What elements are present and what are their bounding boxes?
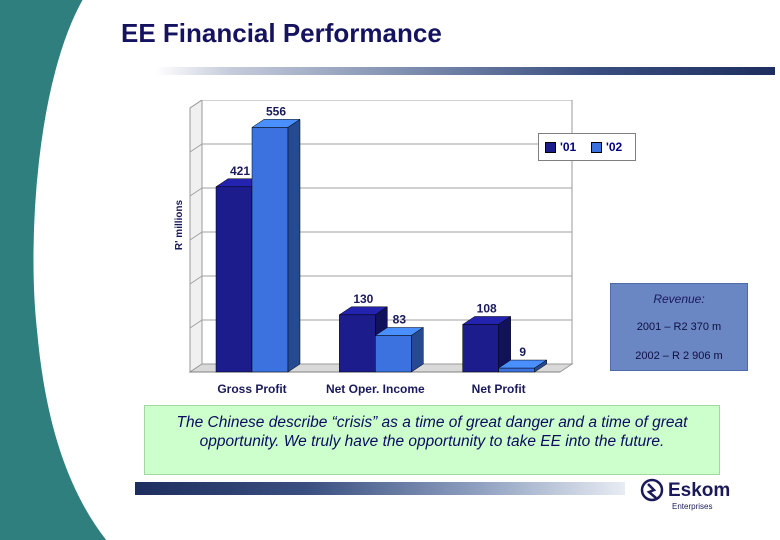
legend-label-01: '01 [560,140,577,154]
revenue-heading: Revenue: [653,292,705,306]
bar-1-2 [462,324,499,373]
bar-2-1 [375,335,412,373]
slide-title: EE Financial Performance [121,18,442,48]
legend-item-02: '02 [591,140,622,154]
legend-swatch-01 [545,141,556,153]
bar-side-2-1 [411,327,424,373]
gridline-side [189,100,203,109]
title-underline-bar [155,67,775,75]
quote-box: The Chinese describe “crisis” as a time … [144,405,720,475]
gridline-side [189,187,203,197]
data-label-2-0: 556 [266,104,286,118]
gridline-side [189,143,203,153]
quote-text: The Chinese describe “crisis” as a time … [176,414,688,450]
y-axis-label: R' millions [174,199,185,250]
gridline-side [189,231,203,241]
footer-gradient-bar [135,482,625,495]
logo-wordmark: Eskom [668,480,730,501]
legend-item-01: '01 [545,140,576,154]
x-tick-label-1: Net Oper. Income [326,382,425,396]
gridline-side [189,275,203,285]
bar-chart: R' millions 421 556 Gross Profit 130 83 Net Op… [160,100,600,400]
bar-side-2-0 [287,118,301,373]
data-label-1-0: 421 [230,164,250,178]
eskom-logo-icon: Eskom Enterprises [640,478,730,511]
x-tick-label-0: Gross Profit [217,382,286,396]
bar-2-0 [251,127,289,373]
bar-chart-svg: R' millions 421 556 Gross Profit 130 83 Net Op… [174,100,574,396]
bar-2-2 [498,367,535,373]
legend-swatch-02 [591,141,602,153]
revenue-2001: 2001 – R2 370 m [636,321,722,333]
data-label-1-2: 108 [477,301,497,315]
x-tick-label-2: Net Profit [472,382,526,396]
chart-legend: '01 '02 [538,133,636,161]
revenue-2002: 2002 – R 2 906 m [635,350,723,362]
bar-side-2-2 [534,359,547,373]
data-label-2-2: 9 [519,345,526,359]
bar-1-1 [339,314,376,373]
legend-label-02: '02 [606,140,623,154]
data-label-1-1: 130 [353,292,373,306]
logo-subtitle: Enterprises [672,502,712,511]
gridline-side [189,319,203,329]
bar-1-0 [215,186,253,373]
revenue-box: Revenue: 2001 – R2 370 m 2002 – R 2 906 … [610,283,748,371]
eskom-logo: Eskom Enterprises [640,476,745,516]
data-label-2-1: 83 [393,312,407,326]
